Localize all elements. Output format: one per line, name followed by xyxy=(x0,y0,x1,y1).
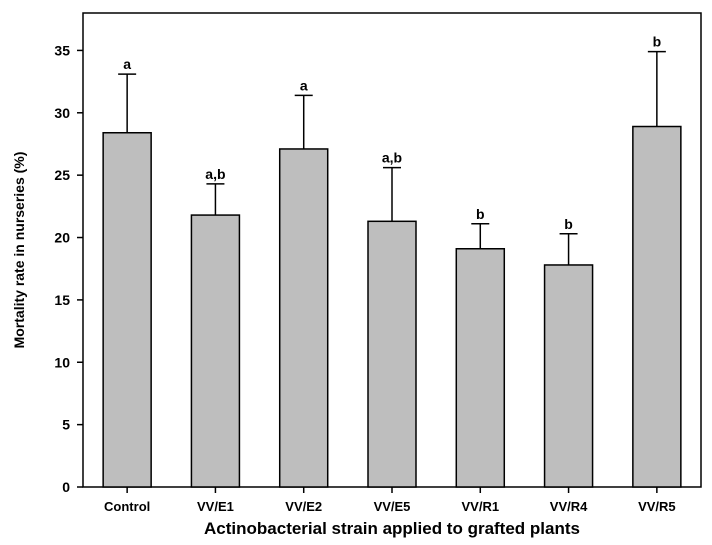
bar-vv-r5 xyxy=(632,125,682,488)
y-tick-label: 35 xyxy=(54,42,70,58)
y-tick-label: 25 xyxy=(54,167,70,183)
y-tick-label: 30 xyxy=(54,105,70,121)
x-tick-label: VV/E1 xyxy=(197,499,234,514)
x-tick-label: VV/E5 xyxy=(374,499,411,514)
y-axis-title: Mortality rate in nurseries (%) xyxy=(11,152,27,349)
significance-letter: b xyxy=(476,206,485,222)
significance-letter: a xyxy=(300,77,308,93)
bar-vv-r1 xyxy=(455,248,506,488)
y-tick-label: 0 xyxy=(62,479,70,495)
x-axis: Control VV/E1 VV/E2 VV/E5 VV/R1 VV/R4 VV/R5 xyxy=(104,487,676,514)
y-tick-label: 15 xyxy=(54,292,70,308)
y-axis: 0 5 10 15 20 25 30 35 xyxy=(54,42,83,495)
bar-vv-r4 xyxy=(543,264,594,488)
significance-letter: a,b xyxy=(205,166,225,182)
y-tick-label: 5 xyxy=(62,417,70,433)
bar-vv-e2 xyxy=(278,148,329,488)
significance-letter: b xyxy=(653,34,662,50)
significance-labels-layer: a a,b a a,b b b b xyxy=(123,34,661,232)
x-tick-label: Control xyxy=(104,499,150,514)
x-tick-label: VV/E2 xyxy=(285,499,322,514)
x-tick-label: VV/R1 xyxy=(461,499,499,514)
bar-vv-e5 xyxy=(367,220,417,488)
x-tick-label: VV/R5 xyxy=(638,499,676,514)
bar-control xyxy=(102,131,152,488)
y-tick-label: 20 xyxy=(54,230,70,246)
significance-letter: b xyxy=(564,216,573,232)
error-bars-layer xyxy=(118,50,666,265)
significance-letter: a,b xyxy=(382,150,402,166)
bar-vv-e1 xyxy=(190,214,241,488)
y-tick-label: 10 xyxy=(54,354,70,370)
x-tick-label: VV/R4 xyxy=(550,499,588,514)
significance-letter: a xyxy=(123,56,131,72)
x-axis-title: Actinobacterial strain applied to grafte… xyxy=(204,519,580,538)
